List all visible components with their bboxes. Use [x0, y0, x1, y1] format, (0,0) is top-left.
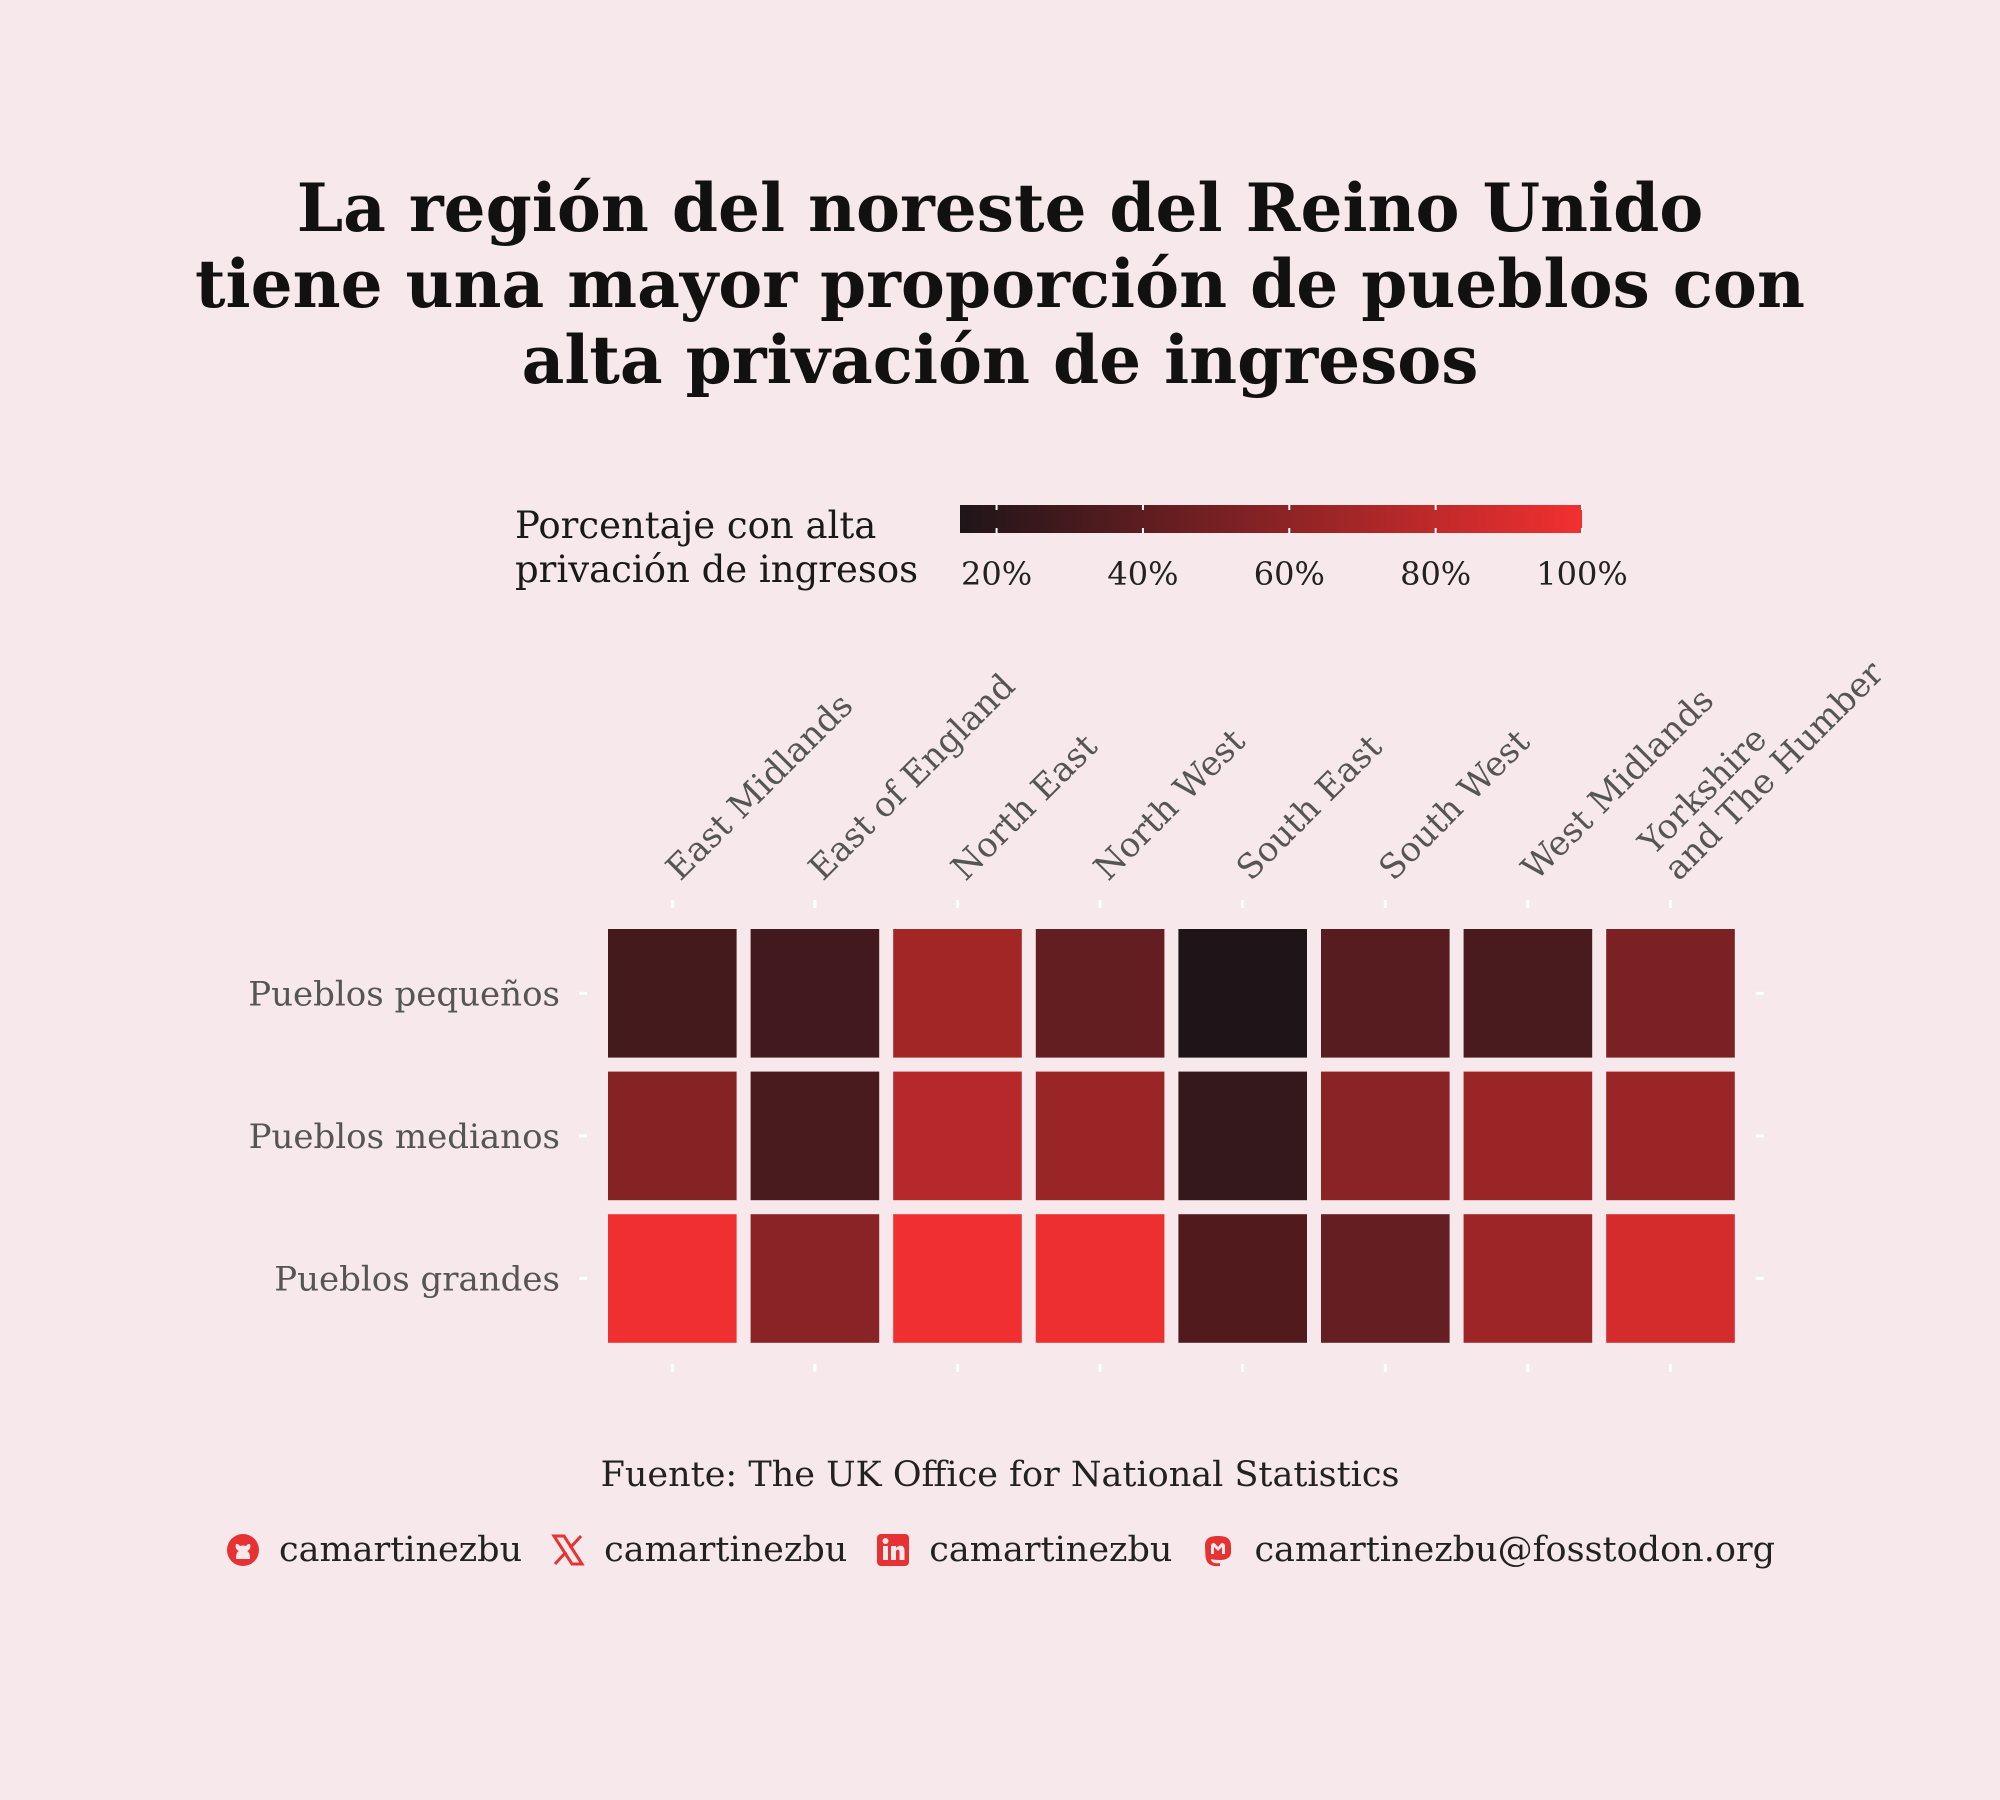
title-line: tiene una mayor proporción de pueblos co… [195, 245, 1805, 323]
social-links: camartinezbu camartinezbu camartinezbu c… [0, 1530, 2000, 1570]
heatmap-cell [1035, 1214, 1165, 1343]
title-line: alta privación de ingresos [521, 321, 1479, 399]
heatmap-cell [1035, 929, 1165, 1058]
heatmap-cell [1606, 1071, 1735, 1201]
x-axis-label: North East [944, 726, 1106, 888]
heatmap-cell [893, 929, 1022, 1058]
legend-tick-label: 60% [1254, 555, 1325, 593]
heatmap-cell [750, 929, 880, 1058]
social-x[interactable]: camartinezbu [550, 1530, 847, 1570]
heatmap-cell [1606, 1214, 1735, 1343]
social-handle: camartinezbu@fosstodon.org [1254, 1530, 1776, 1570]
heatmap-cell [1463, 1071, 1593, 1201]
heatmap-cell [1178, 1214, 1307, 1343]
page-title: La región del noreste del Reino Unido ti… [0, 170, 2000, 398]
heatmap-cell [750, 1214, 880, 1343]
y-axis-label: Pueblos medianos [249, 1117, 560, 1157]
legend-tick-label: 20% [961, 555, 1032, 593]
heatmap-cell [893, 1071, 1022, 1201]
x-axis-label: North West [1086, 721, 1253, 888]
legend-title: Porcentaje con alta privación de ingreso… [515, 504, 918, 592]
legend-tick-label: 80% [1400, 555, 1471, 593]
github-icon [226, 1534, 259, 1566]
title-line: La región del noreste del Reino Unido [296, 169, 1704, 247]
legend-title-line: Porcentaje con alta [515, 504, 877, 547]
heatmap-cell [1178, 1071, 1307, 1201]
heatmap-cell [1178, 929, 1307, 1058]
heatmap-cell [1606, 929, 1735, 1058]
social-handle: camartinezbu [929, 1530, 1173, 1570]
linkedin-icon [877, 1534, 910, 1566]
heatmap-cell [750, 1071, 880, 1201]
heatmap-cell [1321, 1071, 1450, 1201]
heatmap-cell [1035, 1071, 1165, 1201]
social-github[interactable]: camartinezbu [225, 1530, 522, 1570]
y-axis-label: Pueblos grandes [274, 1260, 560, 1300]
heatmap-cell [1321, 929, 1450, 1058]
heatmap-cell [608, 1071, 737, 1201]
heatmap-cell [1321, 1214, 1450, 1343]
x-axis-label: South East [1229, 727, 1391, 889]
social-handle: camartinezbu [604, 1530, 848, 1570]
x-axis-label: South West [1371, 722, 1538, 889]
heatmap-cell [1463, 929, 1593, 1058]
social-mastodon[interactable]: camartinezbu@fosstodon.org [1200, 1530, 1775, 1570]
heatmap-cell [1463, 1214, 1593, 1343]
heatmap-cell [893, 1214, 1022, 1343]
heatmap-cell [608, 929, 737, 1058]
legend-title-line: privación de ingresos [515, 548, 919, 591]
heatmap-cell [608, 1214, 737, 1343]
legend-tick-label: 40% [1107, 555, 1178, 593]
y-axis-label: Pueblos pequeños [248, 974, 560, 1014]
mastodon-icon [1205, 1536, 1232, 1567]
source-caption: Fuente: The UK Office for National Stati… [600, 1455, 1400, 1495]
x-icon [551, 1534, 585, 1566]
color-legend-bar [960, 505, 1582, 533]
social-linkedin[interactable]: camartinezbu [875, 1530, 1172, 1570]
legend-tick-label: 100% [1536, 555, 1627, 593]
social-handle: camartinezbu [278, 1530, 523, 1570]
